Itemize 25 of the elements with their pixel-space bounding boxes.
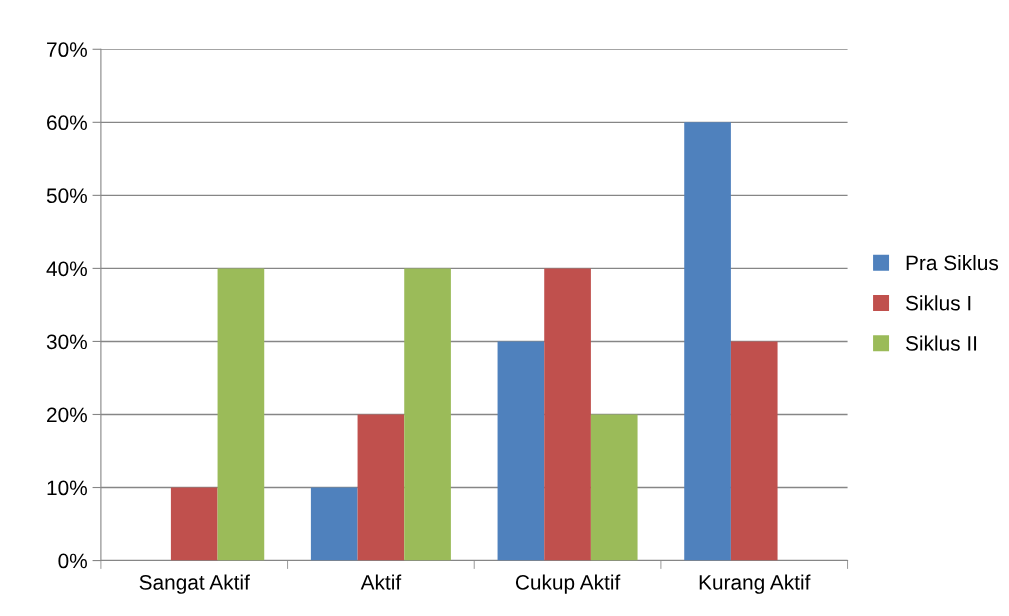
y-tick-label: 40% <box>46 261 87 277</box>
y-tick-label: 50% <box>46 188 87 204</box>
y-tick-label: 0% <box>58 553 87 569</box>
y-tick-label: 70% <box>47 42 87 58</box>
legend-label: Siklus I <box>905 295 971 311</box>
bar <box>310 487 358 561</box>
bar <box>497 341 545 561</box>
y-tick-label: 30% <box>46 334 87 350</box>
bar <box>404 268 451 561</box>
bar <box>170 487 218 561</box>
x-tick-label: Kurang Aktif <box>699 574 811 594</box>
bar <box>730 341 778 561</box>
legend-label: Siklus II <box>905 335 977 351</box>
y-tick-label: 10% <box>47 480 87 496</box>
y-tick-label: 60% <box>47 115 87 131</box>
bar <box>544 268 591 561</box>
x-tick-label: Sangat Aktif <box>139 574 250 594</box>
bar <box>684 122 731 561</box>
x-tick-label: Aktif <box>360 574 402 590</box>
bar <box>357 414 405 561</box>
y-tick-label: 20% <box>47 407 87 423</box>
bar <box>217 268 265 561</box>
x-tick-label: Cukup Aktif <box>515 574 621 594</box>
legend-label: Pra Siklus <box>906 254 999 271</box>
bar <box>590 414 638 561</box>
